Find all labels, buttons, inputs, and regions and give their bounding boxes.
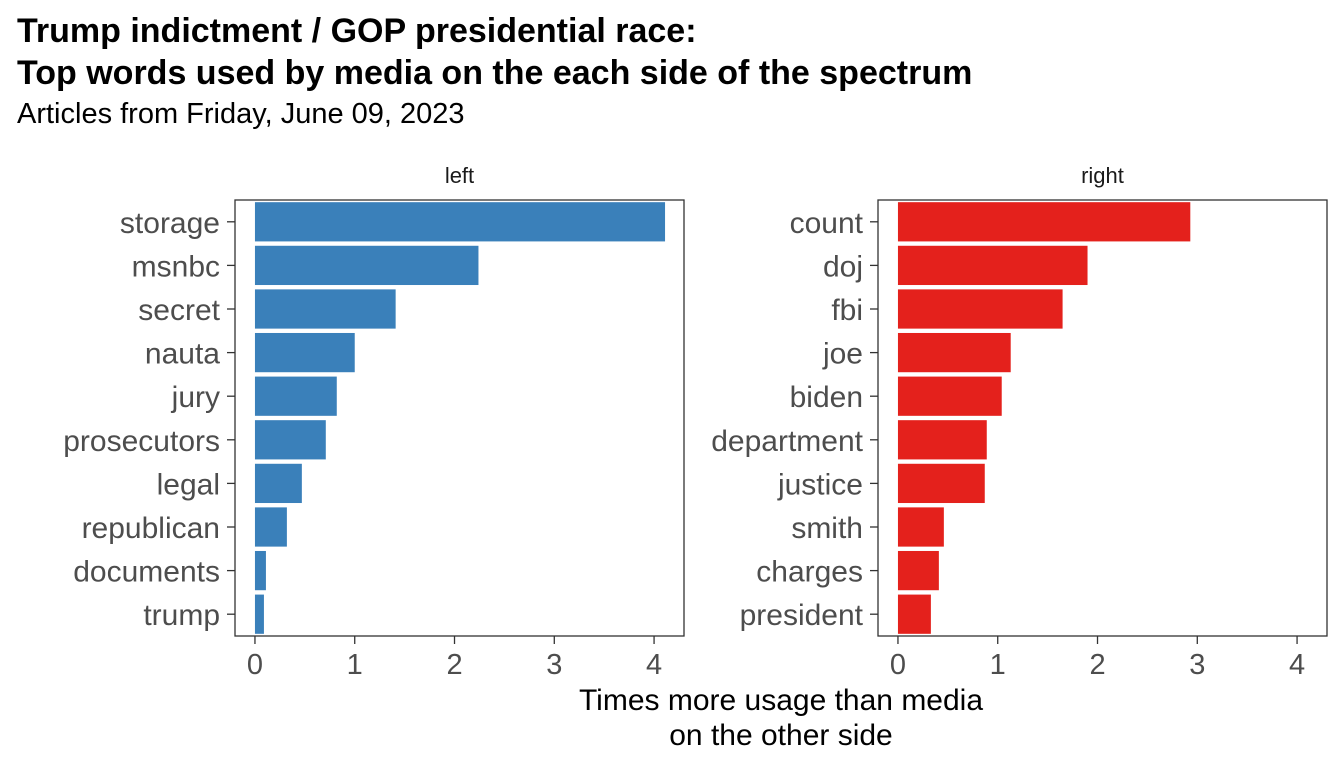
- facet-label-right: right: [1081, 163, 1124, 188]
- chart-title: Trump indictment / GOP presidential race…: [17, 10, 972, 94]
- category-label-jury: jury: [171, 381, 220, 414]
- category-label-prosecutors: prosecutors: [63, 425, 220, 458]
- category-label-documents: documents: [73, 556, 220, 589]
- category-label-count: count: [790, 207, 864, 240]
- bar-legal: [254, 463, 302, 504]
- bar-trump: [254, 594, 264, 634]
- bar-nauta: [254, 332, 355, 373]
- category-label-biden: biden: [790, 381, 863, 414]
- bar-documents: [254, 550, 266, 591]
- x-tick-label-1: 1: [990, 649, 1006, 681]
- facet-label-left: left: [445, 163, 474, 188]
- category-label-fbi: fbi: [831, 294, 863, 327]
- x-tick-label-0: 0: [890, 649, 906, 681]
- category-label-storage: storage: [120, 207, 220, 240]
- bar-msnbc: [254, 245, 479, 286]
- bar-president: [897, 594, 931, 634]
- panel-border: [877, 199, 1328, 637]
- x-tick-label-3: 3: [546, 649, 562, 681]
- category-label-trump: trump: [143, 599, 220, 632]
- category-label-charges: charges: [756, 556, 863, 589]
- category-label-smith: smith: [791, 512, 863, 545]
- x-tick-label-1: 1: [347, 649, 363, 681]
- category-label-secret: secret: [138, 294, 220, 327]
- panel-left: left storage msnbc secret nauta jury prosecuto…: [63, 163, 685, 681]
- x-tick-label-0: 0: [247, 649, 263, 681]
- category-label-legal: legal: [157, 468, 220, 501]
- category-label-justice: justice: [777, 468, 863, 501]
- bar-charges: [897, 550, 939, 591]
- bar-count: [897, 202, 1191, 242]
- category-label-doj: doj: [823, 250, 863, 283]
- category-label-republican: republican: [82, 512, 220, 545]
- category-label-msnbc: msnbc: [132, 250, 220, 283]
- x-tick-label-4: 4: [646, 649, 662, 681]
- category-label-president: president: [740, 599, 864, 632]
- panel-border: [234, 199, 685, 637]
- category-label-joe: joe: [822, 338, 863, 371]
- bar-prosecutors: [254, 420, 326, 460]
- panel-right: right count doj fbi joe biden department justic…: [711, 163, 1328, 681]
- bar-biden: [897, 376, 1002, 416]
- bar-jury: [254, 376, 337, 416]
- bar-secret: [254, 289, 396, 329]
- bar-storage: [254, 202, 666, 242]
- bar-smith: [897, 507, 944, 547]
- chart-subtitle: Articles from Friday, June 09, 2023: [17, 98, 465, 130]
- category-label-department: department: [711, 425, 863, 458]
- x-axis-label-line-2: on the other side: [669, 719, 893, 752]
- bar-department: [897, 420, 987, 460]
- bar-doj: [897, 245, 1088, 286]
- bar-fbi: [897, 289, 1063, 329]
- bar-republican: [254, 507, 287, 547]
- x-tick-label-2: 2: [1089, 649, 1105, 681]
- x-axis-label: Times more usage than media on the other…: [481, 683, 1081, 753]
- bar-justice: [897, 463, 985, 504]
- x-tick-label-2: 2: [446, 649, 462, 681]
- category-label-nauta: nauta: [145, 338, 220, 371]
- bar-joe: [897, 332, 1011, 373]
- x-axis-label-line-1: Times more usage than media: [578, 684, 984, 717]
- x-tick-label-4: 4: [1289, 649, 1305, 681]
- chart-title-line-1: Trump indictment / GOP presidential race…: [17, 12, 697, 50]
- x-tick-label-3: 3: [1189, 649, 1205, 681]
- chart-title-line-2: Top words used by media on the each side…: [17, 54, 973, 92]
